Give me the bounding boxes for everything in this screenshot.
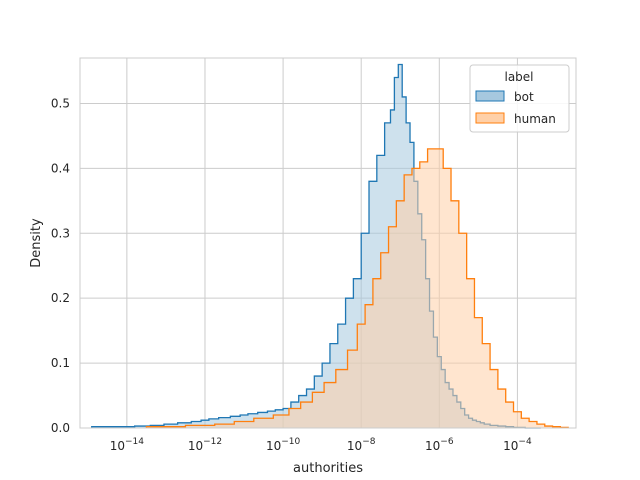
y-tick-label: 0.3 (51, 226, 70, 240)
x-tick-label: 10−8 (347, 437, 376, 453)
legend-label-bot: bot (514, 90, 534, 104)
legend-swatch-bot (475, 90, 505, 102)
y-axis-label: Density (29, 218, 44, 268)
y-tick-label: 0.4 (51, 161, 70, 175)
x-tick-labels: 10−14 10−12 10−10 10−8 10−6 10−4 (110, 437, 532, 453)
y-tick-label: 0.2 (51, 291, 70, 305)
series-fill-human (146, 148, 569, 428)
x-tick-label: 10−12 (188, 437, 222, 453)
y-tick-label: 0.1 (51, 356, 70, 370)
x-tick-label: 10−14 (110, 437, 145, 453)
x-tick-label: 10−10 (266, 437, 301, 453)
x-tick-label: 10−6 (425, 437, 454, 453)
series-line-human (145, 148, 569, 428)
y-tick-labels: 0.0 0.1 0.2 0.3 0.4 0.5 (51, 96, 70, 435)
legend: label bot human (469, 64, 570, 133)
series-layer (91, 63, 569, 429)
y-tick-label: 0.0 (51, 421, 70, 435)
legend-swatch-human (475, 112, 505, 124)
x-axis-label: authorities (293, 461, 363, 476)
plot-frame (79, 57, 577, 429)
legend-label-human: human (514, 112, 556, 126)
legend-title: label (504, 70, 533, 84)
x-tick-label: 10−4 (503, 437, 532, 453)
y-tick-label: 0.5 (51, 96, 70, 110)
